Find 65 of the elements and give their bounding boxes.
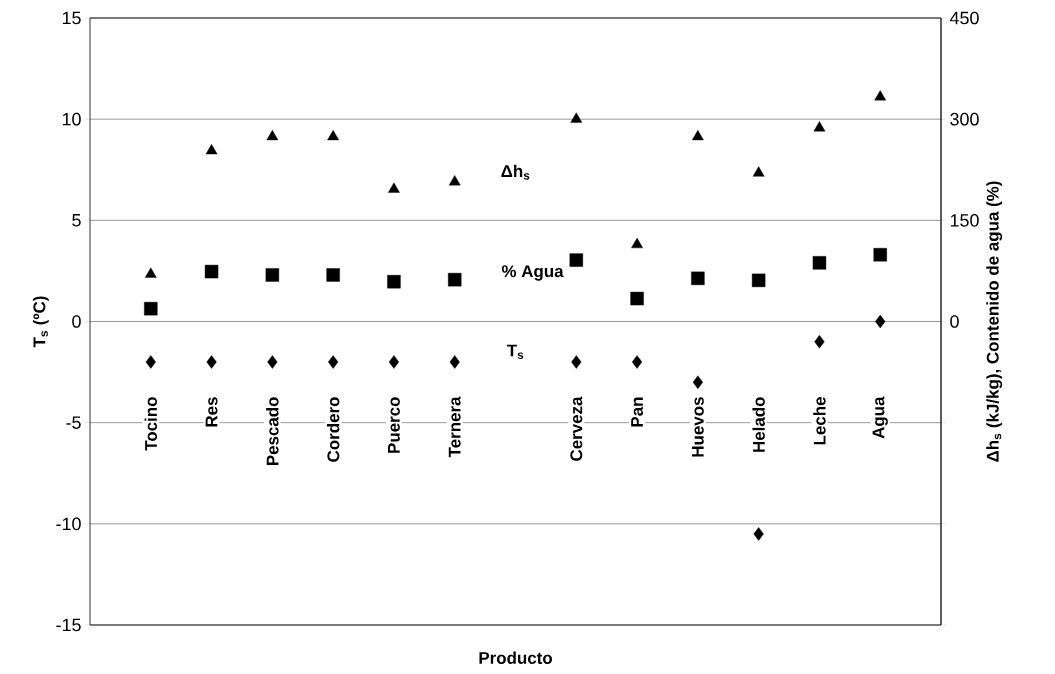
x-axis-title: Producto [479,651,553,664]
x-tick-label: Tocino [144,397,158,451]
point [206,355,217,369]
x-tick-label: Agua [872,396,888,439]
y-tick-label: -5 [66,416,81,429]
y2-tick-label: 150 [950,213,979,227]
point [449,355,460,369]
point [388,182,400,193]
point [204,264,219,279]
point [814,335,825,349]
series-label: % Agua [501,265,564,281]
y-tick-label: 15 [62,11,81,25]
point [266,130,279,141]
y2-tick-label: 450 [949,11,979,25]
point [630,291,644,306]
point [873,248,887,262]
x-tick-label: Ternera [448,396,461,458]
point [753,527,764,541]
point [691,271,705,286]
text: Δh$_{s}$ [501,164,530,180]
y-axis-title: T$_{s}$ (ºC) [32,296,49,348]
point [387,275,401,289]
y2-axis-title: Δh$_{s}$ (kJ/kg), Contenido de agua (%) [986,181,1003,462]
y2-tick-label: 300 [950,112,979,126]
x-tick-label: Leche [813,397,826,445]
x-tick-label: Cerveza [570,396,583,461]
point [327,130,339,141]
point [569,253,583,267]
text: T$_{s}$ [506,344,524,360]
x-tick-label: Puerco [388,397,400,453]
point [328,355,339,369]
point [875,314,886,329]
point [144,301,158,316]
point [874,90,887,101]
point [631,237,643,249]
x-tick-label: Pan [631,397,643,427]
point [205,144,218,155]
point [265,268,280,282]
point [813,121,826,132]
point [145,355,156,369]
x-tick-label: Huevos [691,397,704,457]
point [751,273,766,288]
x-tick-label: Cordero [326,397,340,462]
point [448,272,462,287]
point [632,355,643,369]
point [267,355,278,369]
x-tick-label: Helado [752,397,765,452]
point [326,268,340,282]
point [570,112,583,123]
point [692,375,703,389]
point [448,175,461,186]
x-tick-label: Res [205,397,218,427]
y-tick-label: -15 [56,618,81,632]
y-tick-label: 0 [72,315,81,328]
point [388,355,400,369]
point [144,267,157,278]
point [692,130,704,141]
point [752,166,765,177]
x-tick-label: Pescado [266,397,279,466]
y2-tick-label: 0 [950,315,959,328]
y-tick-label: 10 [62,112,81,126]
point [812,256,827,270]
y-tick-label: 5 [72,214,81,227]
point [571,355,582,369]
y-tick-label: -10 [56,517,81,531]
